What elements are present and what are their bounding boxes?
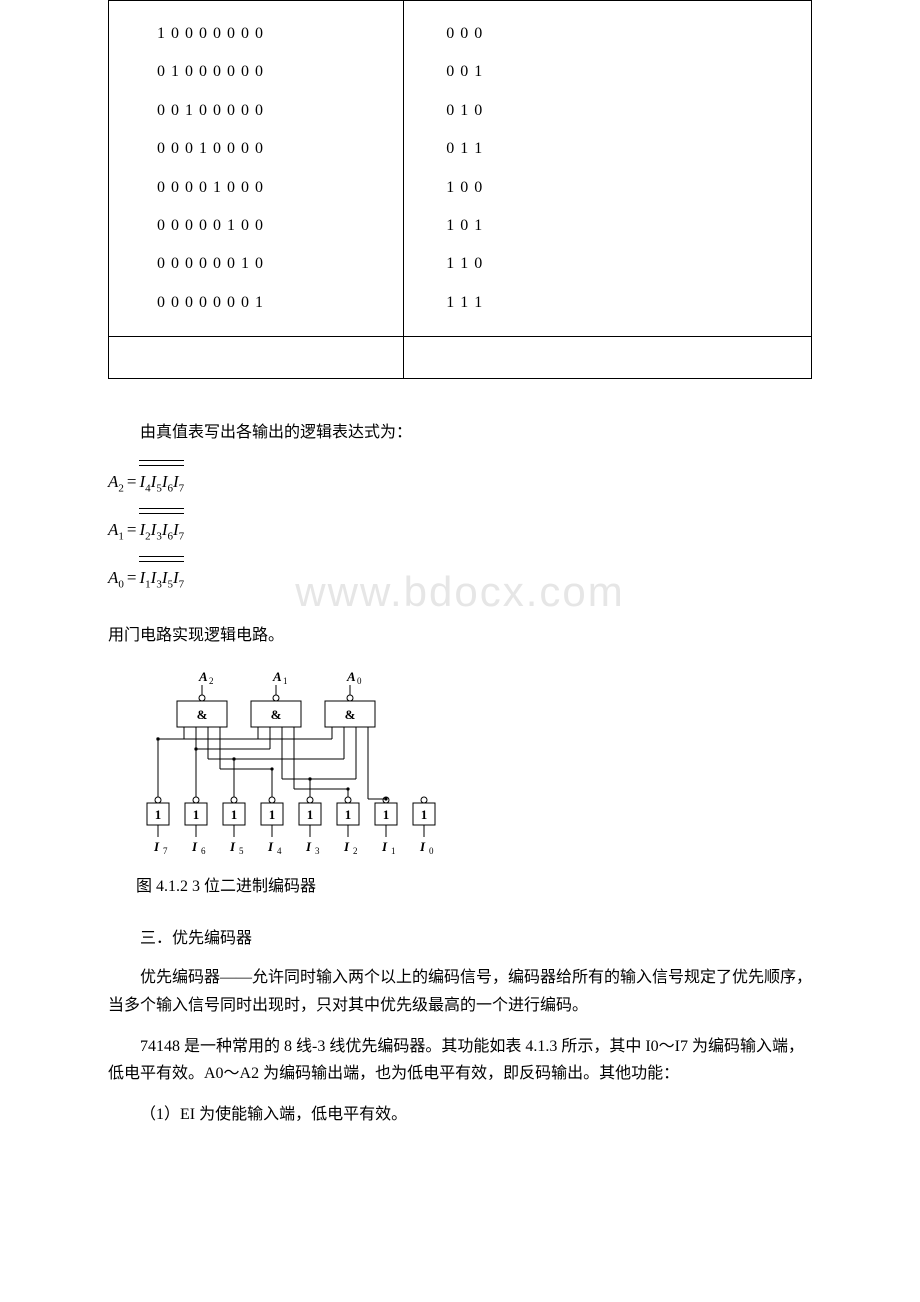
- svg-text:&: &: [197, 707, 208, 722]
- empty-cell: [109, 337, 404, 379]
- svg-text:I: I: [381, 839, 388, 854]
- svg-text:I: I: [343, 839, 350, 854]
- truth-row: 0 0 1: [446, 53, 811, 91]
- gate-circuit-text: 用门电路实现逻辑电路。: [108, 622, 812, 649]
- svg-text:6: 6: [201, 846, 206, 856]
- truth-row: 0 1 0 0 0 0 0 0: [157, 53, 403, 91]
- encoder-diagram: &A2&A1&A01I71I61I51I41I31I21I11I0: [136, 663, 812, 868]
- svg-text:2: 2: [353, 846, 358, 856]
- logic-intro-text: 由真值表写出各输出的逻辑表达式为：: [108, 419, 812, 446]
- svg-text:1: 1: [269, 807, 276, 822]
- svg-text:I: I: [229, 839, 236, 854]
- svg-text:I: I: [305, 839, 312, 854]
- svg-text:I: I: [191, 839, 198, 854]
- svg-text:1: 1: [383, 807, 390, 822]
- svg-text:5: 5: [239, 846, 244, 856]
- truth-row: 0 0 0 1 0 0 0 0: [157, 130, 403, 168]
- svg-text:1: 1: [421, 807, 428, 822]
- svg-text:2: 2: [209, 676, 214, 686]
- svg-text:0: 0: [429, 846, 434, 856]
- watermark-text: www.bdocx.com: [108, 568, 812, 616]
- truth-row: 0 0 0 0 0 1 0 0: [157, 207, 403, 245]
- truth-row: 0 0 0 0 0 0 1 0: [157, 245, 403, 283]
- truth-table-inputs-cell: 1 0 0 0 0 0 0 0 0 1 0 0 0 0 0 0 0 0 1 0 …: [109, 1, 404, 337]
- section-title-priority-encoder: 三．优先编码器: [108, 924, 812, 948]
- equation-a2: A2=I4I5I6I7: [108, 460, 812, 498]
- priority-encoder-desc: 优先编码器——允许同时输入两个以上的编码信号，编码器给所有的输入信号规定了优先顺…: [108, 964, 812, 1018]
- truth-row: 0 0 1 0 0 0 0 0: [157, 92, 403, 130]
- svg-text:I: I: [153, 839, 160, 854]
- truth-row: 0 0 0 0 0 0 0 1: [157, 284, 403, 322]
- svg-text:I: I: [419, 839, 426, 854]
- svg-text:1: 1: [155, 807, 162, 822]
- truth-row: 1 0 0 0 0 0 0 0: [157, 15, 403, 53]
- svg-text:A: A: [272, 669, 282, 684]
- svg-text:7: 7: [163, 846, 168, 856]
- truth-row: 1 0 1: [446, 207, 811, 245]
- truth-row: 1 1 1: [446, 284, 811, 322]
- svg-text:0: 0: [357, 676, 362, 686]
- truth-row: 1 1 0: [446, 245, 811, 283]
- svg-text:&: &: [345, 707, 356, 722]
- truth-table: 1 0 0 0 0 0 0 0 0 1 0 0 0 0 0 0 0 0 1 0 …: [108, 0, 812, 379]
- encoder-diagram-svg: &A2&A1&A01I71I61I51I41I31I21I11I0: [136, 663, 456, 863]
- svg-text:A: A: [346, 669, 356, 684]
- svg-text:1: 1: [193, 807, 200, 822]
- svg-text:A: A: [198, 669, 208, 684]
- truth-row: 0 1 0: [446, 92, 811, 130]
- ei-desc: （1）EI 为使能输入端，低电平有效。: [108, 1101, 812, 1128]
- truth-row: 0 1 1: [446, 130, 811, 168]
- svg-text:3: 3: [315, 846, 320, 856]
- svg-text:1: 1: [231, 807, 238, 822]
- svg-text:&: &: [271, 707, 282, 722]
- truth-table-empty-row: [109, 337, 812, 379]
- truth-row: 0 0 0: [446, 15, 811, 53]
- svg-text:4: 4: [277, 846, 282, 856]
- svg-text:1: 1: [345, 807, 352, 822]
- truth-table-outputs-cell: 0 0 0 0 0 1 0 1 0 0 1 1 1 0 0 1 0 1 1 1 …: [404, 1, 812, 337]
- equation-a1: A1=I2I3I6I7: [108, 508, 812, 546]
- svg-text:1: 1: [391, 846, 396, 856]
- truth-row: 0 0 0 0 1 0 0 0: [157, 169, 403, 207]
- chip-74148-desc: 74148 是一种常用的 8 线-3 线优先编码器。其功能如表 4.1.3 所示…: [108, 1033, 812, 1087]
- empty-cell: [404, 337, 812, 379]
- svg-text:1: 1: [307, 807, 314, 822]
- svg-text:1: 1: [283, 676, 288, 686]
- svg-text:I: I: [267, 839, 274, 854]
- truth-row: 1 0 0: [446, 169, 811, 207]
- diagram-caption: 图 4.1.2 3 位二进制编码器: [136, 872, 812, 896]
